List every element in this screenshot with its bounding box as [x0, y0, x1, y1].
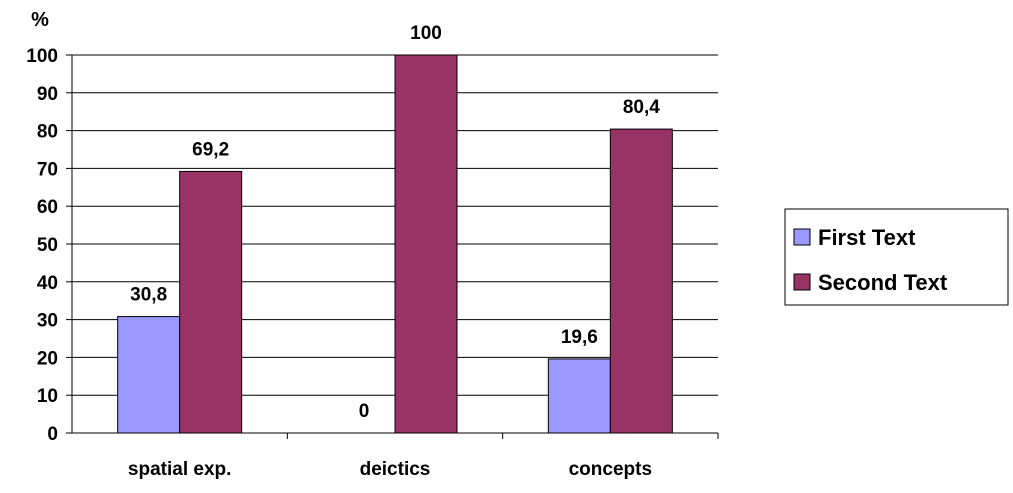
- legend-label: First Text: [818, 225, 916, 250]
- data-label: 0: [359, 401, 370, 422]
- y-tick-label: 90: [37, 84, 58, 105]
- y-tick-label: 0: [47, 424, 58, 445]
- data-label: 19,6: [561, 327, 598, 348]
- y-tick-label: 60: [37, 197, 58, 218]
- y-tick-label: 20: [37, 348, 58, 369]
- data-labels: 30,8 69,2 0 100 19,6 80,4: [130, 23, 660, 422]
- y-tick-label: 70: [37, 159, 58, 180]
- legend: First Text Second Text: [784, 208, 1009, 306]
- x-category-label: concepts: [569, 459, 652, 480]
- bar-second-text: [609, 128, 673, 434]
- y-tick-label: 80: [37, 122, 58, 143]
- data-label: 69,2: [192, 139, 229, 160]
- bar-first-text: [547, 358, 611, 434]
- y-tick-label: 10: [37, 386, 58, 407]
- bar-first-text: [117, 316, 181, 434]
- bar-second-text: [179, 170, 243, 434]
- legend-label: Second Text: [818, 270, 948, 295]
- legend-swatch: [793, 273, 811, 291]
- x-category-label: deictics: [360, 459, 431, 480]
- y-tick-label: 100: [26, 46, 58, 67]
- legend-swatch: [793, 228, 811, 246]
- y-tick-label: 40: [37, 273, 58, 294]
- legend-box: [784, 208, 1009, 306]
- data-label: 80,4: [623, 97, 660, 118]
- bar-second-text: [394, 54, 458, 434]
- y-tick-label: 50: [37, 235, 58, 256]
- y-tick-label: 30: [37, 311, 58, 332]
- data-label: 30,8: [130, 285, 167, 306]
- data-label: 100: [410, 23, 442, 44]
- axes: 0 10 20 30 40 50 60 70 80 90 100 spatial exp. deicti…: [26, 46, 719, 480]
- x-category-label: spatial exp.: [128, 459, 232, 480]
- y-axis-label: %: [31, 9, 49, 31]
